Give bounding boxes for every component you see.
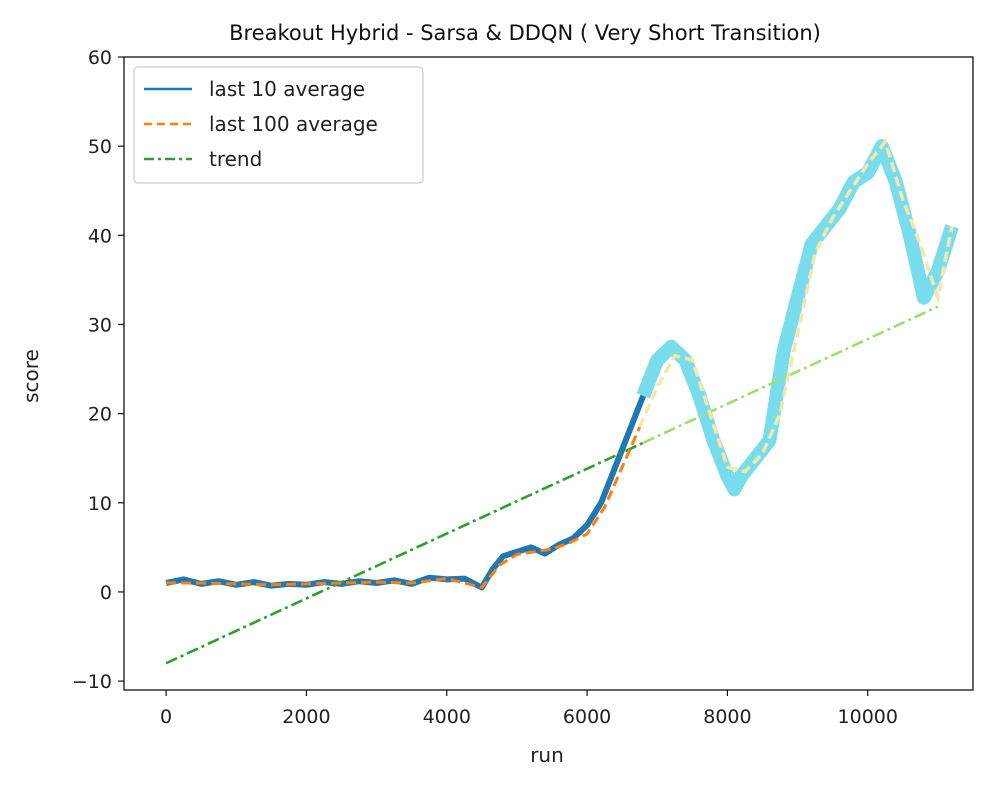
y-tick-label: 60 (88, 47, 112, 69)
legend-label: last 100 average (209, 112, 378, 136)
y-tick-label: 20 (88, 404, 112, 426)
legend: last 10 average last 100 average trend (133, 66, 424, 184)
series-last10-line-late (636, 139, 959, 497)
plot-frame (123, 56, 974, 691)
series-trend-line-late (642, 305, 939, 444)
legend-box (133, 66, 424, 184)
series-last100-line-late (638, 137, 954, 474)
y-tick-label: 0 (100, 582, 112, 604)
y-tick-label: 40 (88, 225, 112, 247)
x-tick-label: 4000 (423, 706, 471, 728)
x-tick-label: 8000 (703, 706, 751, 728)
y-tick-label: −10 (72, 671, 112, 693)
y-tick-label: 50 (88, 136, 112, 158)
x-axis: 0 2000 4000 6000 8000 10000 (160, 690, 898, 728)
y-axis-label: score (19, 349, 43, 403)
x-axis-label: run (530, 743, 564, 767)
y-tick-label: 10 (88, 493, 112, 515)
series-layer (165, 137, 959, 665)
chart-title: Breakout Hybrid - Sarsa & DDQN ( Very Sh… (229, 21, 821, 45)
x-tick-label: 6000 (563, 706, 611, 728)
y-tick-label: 30 (88, 314, 112, 336)
x-tick-label: 10000 (838, 706, 898, 728)
legend-label: trend (209, 147, 262, 171)
legend-label: last 10 average (209, 77, 365, 101)
series-trend-line (165, 441, 644, 665)
series-last100-line (166, 426, 642, 590)
series-last10-line (165, 394, 646, 591)
y-axis: −10 0 10 20 30 40 50 60 (72, 47, 124, 693)
x-tick-label: 2000 (282, 706, 330, 728)
x-tick-label: 0 (160, 706, 172, 728)
